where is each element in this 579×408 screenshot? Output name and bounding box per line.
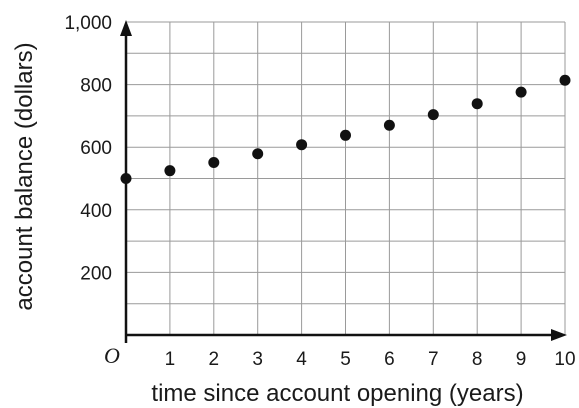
- y-tick-label: 800: [80, 76, 112, 97]
- tick-labels: 1 2 3 4 5 6 7 8 9 10 200 400 600 800 1,000: [64, 13, 575, 370]
- y-tick-label: 400: [80, 201, 112, 222]
- y-tick-label: 200: [80, 263, 112, 284]
- data-point: [472, 98, 483, 109]
- x-axis-label: time since account opening (years): [151, 380, 523, 407]
- x-tick-label: 8: [472, 349, 483, 370]
- x-tick-label: 9: [516, 349, 527, 370]
- data-point: [516, 87, 527, 98]
- origin-label: O: [104, 343, 120, 368]
- y-tick-label: 600: [80, 138, 112, 159]
- data-point: [121, 173, 132, 184]
- data-point: [164, 165, 175, 176]
- axes: [120, 20, 567, 343]
- data-point: [208, 157, 219, 168]
- data-point: [296, 139, 307, 150]
- x-tick-label: 3: [252, 349, 263, 370]
- data-point: [384, 120, 395, 131]
- x-tick-label: 7: [428, 349, 439, 370]
- y-tick-label: 1,000: [64, 13, 112, 34]
- data-point: [560, 75, 571, 86]
- x-tick-label: 4: [296, 349, 307, 370]
- y-axis-label: account balance (dollars): [11, 42, 38, 310]
- data-point: [252, 148, 263, 159]
- data-point: [428, 109, 439, 120]
- x-tick-label: 2: [209, 349, 220, 370]
- grid: [126, 22, 565, 335]
- x-tick-label: 5: [340, 349, 351, 370]
- x-tick-label: 10: [554, 349, 575, 370]
- x-tick-label: 1: [165, 349, 176, 370]
- data-point: [340, 130, 351, 141]
- x-tick-label: 6: [384, 349, 395, 370]
